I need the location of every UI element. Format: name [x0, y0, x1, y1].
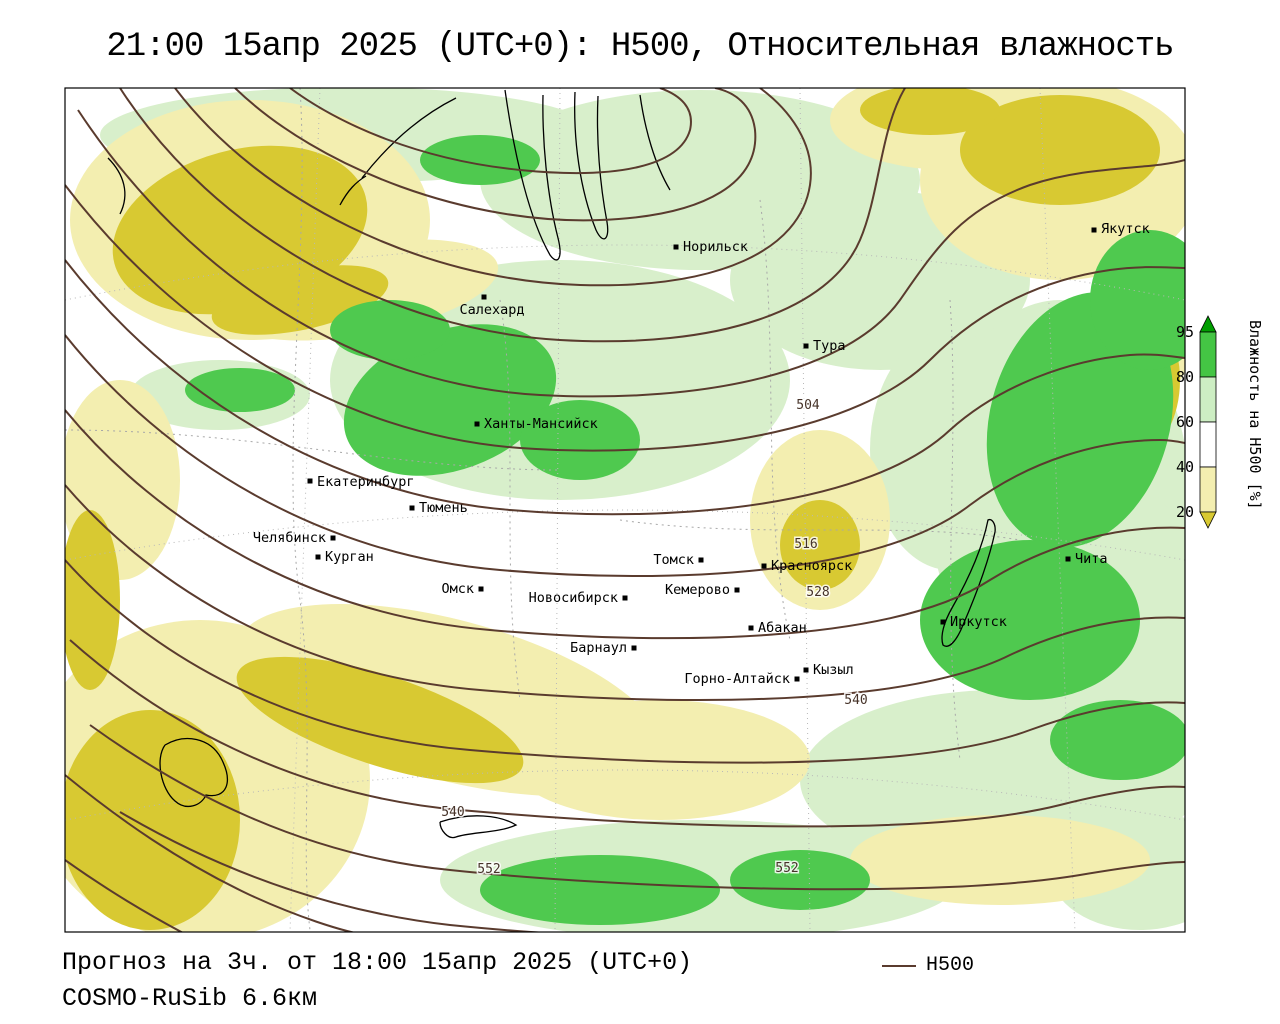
city-marker [315, 554, 321, 560]
city-label: Новосибирск [529, 590, 618, 606]
city: Кемерово [665, 582, 740, 598]
city-label: Якутск [1101, 221, 1150, 237]
city-marker [761, 563, 767, 569]
colorbar-segment [1199, 331, 1217, 378]
city-marker [748, 625, 754, 631]
city: Ханты-Мансийск [474, 416, 598, 432]
city-label: Норильск [683, 239, 748, 255]
colorbar-arrow-bottom [1199, 511, 1217, 529]
city: Кызыл [803, 662, 854, 678]
city-label: Тюмень [419, 500, 468, 516]
contour-label: 552 [775, 861, 798, 876]
city-marker [409, 505, 415, 511]
page-title: 21:00 15апр 2025 (UTC+0): H500, Относите… [106, 28, 1174, 66]
city: Екатеринбург [307, 474, 415, 490]
city: Абакан [748, 620, 807, 636]
h500-legend-label: H500 [926, 954, 975, 977]
city-marker [734, 587, 740, 593]
city-label: Омск [441, 581, 474, 597]
city-label: Чита [1075, 551, 1108, 567]
humidity-colorbar: 95 80 60 40 20 [1176, 315, 1217, 529]
city-marker [474, 421, 480, 427]
city: Красноярск [761, 558, 852, 574]
city-marker [803, 343, 809, 349]
colorbar-segment [1199, 466, 1217, 513]
graticule [65, 88, 1185, 932]
city-marker [478, 586, 484, 592]
city-marker [481, 294, 487, 300]
contour-label: 540 [441, 805, 464, 820]
city-marker [794, 676, 800, 682]
city-label: Кемерово [665, 582, 730, 598]
city-label: Томск [653, 552, 694, 568]
city-label: Курган [325, 549, 374, 565]
city-marker [803, 667, 809, 673]
contour-label: 528 [806, 585, 829, 600]
colorbar-tick-label: 80 [1176, 368, 1194, 386]
h500-legend-line-sample [882, 964, 916, 967]
city: Омск [441, 581, 484, 597]
coastlines [107, 89, 996, 839]
city-label: Ханты-Мансийск [484, 416, 598, 432]
contour-label: 504 [796, 398, 820, 413]
city-marker [330, 535, 336, 541]
city: Чита [1065, 551, 1108, 567]
city: Новосибирск [529, 590, 628, 606]
city: Барнаул [570, 640, 637, 656]
city: Салехард [459, 294, 525, 318]
city: Челябинск [253, 530, 336, 546]
city-label: Челябинск [253, 530, 326, 546]
colorbar-segment [1199, 376, 1217, 423]
city-marker [940, 619, 946, 625]
city-marker [307, 478, 313, 484]
city: Якутск [1091, 221, 1150, 237]
city: Томск [653, 552, 704, 568]
city-label: Екатеринбург [317, 474, 415, 490]
city: Горно-Алтайск [684, 671, 800, 687]
city-label: Красноярск [771, 558, 852, 574]
city: Иркутск [940, 614, 1007, 630]
city: Тура [803, 338, 846, 354]
colorbar-tick-label: 60 [1176, 413, 1194, 431]
city-marker [673, 244, 679, 250]
city-label: Абакан [758, 620, 807, 636]
colorbar-tick-label: 95 [1176, 323, 1194, 341]
model-info: COSMO-RuSib 6.6км [62, 984, 318, 1013]
city-label: Барнаул [570, 640, 627, 656]
city-marker [631, 645, 637, 651]
h500-contours [65, 88, 1185, 932]
city-label: Салехард [459, 302, 524, 318]
city-markers: Норильск Якутск Салехард Тура Ханты-Мансийск… [253, 221, 1150, 687]
city: Курган [315, 549, 374, 565]
city-label: Горно-Алтайск [684, 671, 790, 687]
city-marker [622, 595, 628, 601]
city-label: Кызыл [813, 662, 854, 678]
colorbar-tick-label: 40 [1176, 458, 1194, 476]
forecast-info: Прогноз на 3ч. от 18:00 15апр 2025 (UTC+… [62, 948, 693, 977]
city-label: Тура [813, 338, 846, 354]
humidity-fill-bright-green [185, 135, 1185, 925]
colorbar-arrow-top [1199, 315, 1217, 333]
city-label: Иркутск [950, 614, 1007, 630]
h500-legend: H500 [882, 954, 974, 977]
colorbar-segment [1199, 421, 1217, 468]
contour-label: 540 [844, 693, 867, 708]
city-marker [1065, 556, 1071, 562]
contour-labels: 504 516 528 540 540 552 552 [440, 397, 869, 879]
admin-boundaries [65, 88, 1021, 931]
city-marker [1091, 227, 1097, 233]
contour-label: 516 [794, 537, 817, 552]
city: Тюмень [409, 500, 468, 516]
colorbar-title: Влажность на H500 [%] [1246, 320, 1264, 510]
city-marker [698, 557, 704, 563]
contour-label: 552 [477, 862, 500, 877]
humidity-fill-olive [65, 88, 1180, 930]
map-frame [64, 87, 1186, 933]
city: Норильск [673, 239, 748, 255]
colorbar-tick-label: 20 [1176, 503, 1194, 521]
